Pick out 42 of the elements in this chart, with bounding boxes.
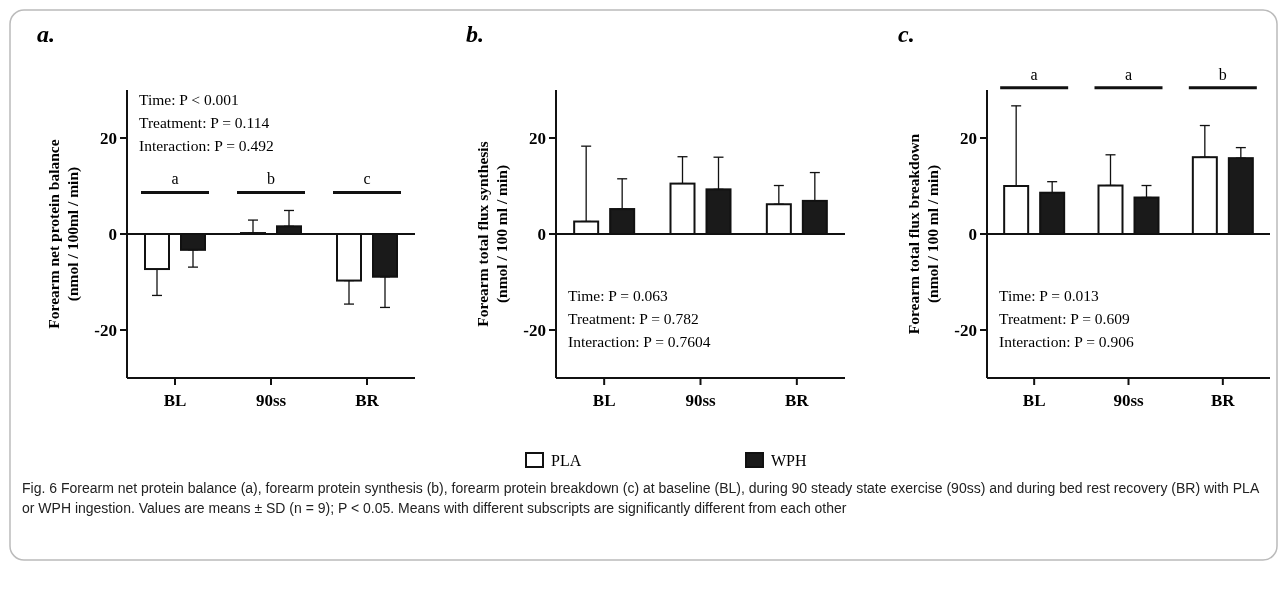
x-tick-label: BR xyxy=(1211,391,1236,410)
annotation: Time: P < 0.001 xyxy=(139,91,239,108)
annotation: Interaction: P = 0.906 xyxy=(999,333,1134,351)
annotation: Time: P = 0.013 xyxy=(999,287,1100,305)
x-tick-label: BL xyxy=(163,391,187,410)
y-tick-label: 0 xyxy=(968,224,977,244)
y-tick-label: 20 xyxy=(100,128,117,148)
legend-label: PLA xyxy=(551,452,582,469)
x-tick-label: 90ss xyxy=(1113,391,1144,410)
annotation: Interaction: P = 0.7604 xyxy=(568,333,711,351)
annotation: a xyxy=(171,170,179,188)
chart-title: c. xyxy=(898,21,915,47)
chart-title: b. xyxy=(466,21,484,47)
x-tick-label: BL xyxy=(1022,391,1046,410)
text: a xyxy=(1124,65,1133,83)
annotation: Treatment: P = 0.782 xyxy=(568,310,699,328)
text: b xyxy=(1218,65,1227,83)
y-tick-label: -20 xyxy=(523,320,546,340)
text: a xyxy=(1030,65,1038,83)
annotation: Treatment: P = 0.609 xyxy=(999,310,1130,328)
y-tick-label: 20 xyxy=(960,128,977,148)
annotation: b xyxy=(267,170,275,188)
x-tick-label: BR xyxy=(785,391,810,410)
y-tick-label: 20 xyxy=(529,128,546,148)
legend-label: WPH xyxy=(771,452,807,469)
chart-title: a. xyxy=(37,21,55,47)
annotation: Interaction: P = 0.492 xyxy=(139,137,274,154)
y-tick-label: 0 xyxy=(108,224,117,244)
y-tick-label: -20 xyxy=(94,320,117,340)
annotation: Time: P = 0.063 xyxy=(568,287,669,305)
y-tick-label: -20 xyxy=(954,320,977,340)
y-axis-title: Forearm net protein balance (nmol / 100ml / min) xyxy=(45,139,82,329)
x-tick-label: BL xyxy=(592,391,616,410)
x-tick-label: BR xyxy=(355,391,380,410)
x-tick-label: 90ss xyxy=(685,391,716,410)
y-tick-label: 0 xyxy=(537,224,546,244)
x-tick-label: 90ss xyxy=(255,391,287,410)
y-axis-title: Forearm total flux breakdown (nmol / 100 ml / min) xyxy=(905,133,942,335)
caption: Fig. 6 Forearm net protein balance (a), forearm protein synthesis (b), forearm protein breakdown (c) at baseline (BL), during 90 steady state exercise (90ss) and during bed rest recovery (BR) with PLA or WPH ingestion. Values are means ± SD (n = 9); P < 0.05. Means with different subscripts are significantly different from each other xyxy=(22,479,1260,518)
annotation: c xyxy=(363,170,371,188)
y-axis-title: Forearm total flux synthesis (nmol / 100 ml / min) xyxy=(474,141,511,327)
annotation: Treatment: P = 0.114 xyxy=(139,114,270,131)
